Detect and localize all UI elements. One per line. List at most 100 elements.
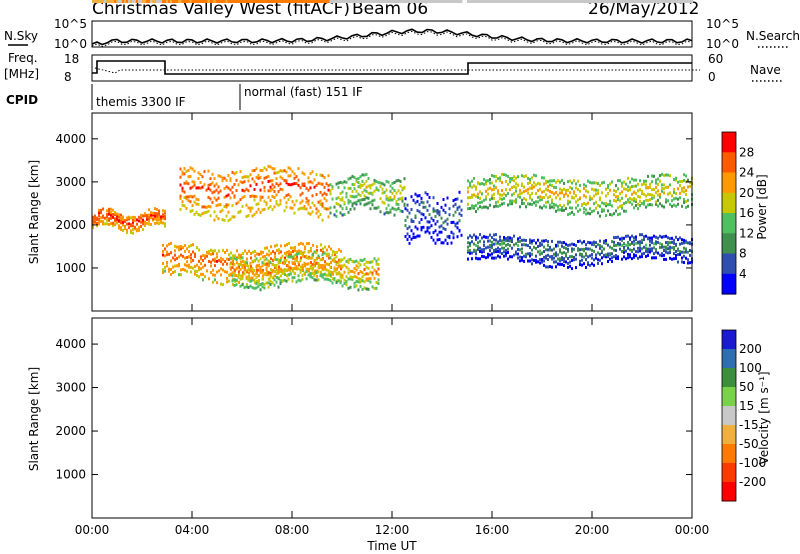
power-pixel xyxy=(140,224,142,228)
power-pixel xyxy=(545,201,547,205)
power-pixel xyxy=(292,267,294,271)
power-pixel xyxy=(299,201,302,205)
power-pixel xyxy=(673,191,675,194)
power-pixel xyxy=(194,255,196,258)
power-pixel xyxy=(633,243,635,247)
power-pixel xyxy=(589,180,591,184)
power-pixel xyxy=(251,259,254,263)
power-pixel xyxy=(224,270,226,274)
power-pixel xyxy=(505,248,507,252)
power-pixel xyxy=(266,246,268,250)
power-pixel xyxy=(214,259,216,263)
power-pixel xyxy=(329,279,332,283)
power-pixel xyxy=(240,256,242,259)
power-pixel xyxy=(503,197,505,200)
power-pixel xyxy=(357,261,360,265)
power-pixel xyxy=(176,264,178,268)
power-pixel xyxy=(416,199,419,203)
power-pixel xyxy=(501,181,503,185)
power-pixel xyxy=(214,249,216,253)
power-pixel xyxy=(621,238,623,242)
power-pixel xyxy=(575,266,577,270)
power-pixel xyxy=(233,263,236,267)
velocity-pixel xyxy=(377,0,380,3)
power-pixel xyxy=(529,241,531,245)
power-pixel xyxy=(679,191,681,195)
power-pixel xyxy=(683,250,685,254)
power-pixel xyxy=(495,179,497,183)
power-pixel xyxy=(201,175,204,179)
power-pixel xyxy=(649,236,651,240)
power-pixel xyxy=(389,196,392,199)
power-pixel xyxy=(627,246,629,250)
power-pixel xyxy=(255,210,258,214)
power-pixel xyxy=(513,175,515,179)
power-pixel xyxy=(263,207,266,211)
power-pixel xyxy=(631,202,633,206)
power-pixel xyxy=(529,259,531,263)
power-pixel xyxy=(210,252,212,256)
power-pixel xyxy=(353,187,356,191)
power-pixel xyxy=(195,186,198,190)
power-pixel xyxy=(531,239,533,243)
power-pixel xyxy=(641,255,643,259)
power-pixel xyxy=(617,179,619,183)
power-pixel xyxy=(545,205,547,209)
velocity-pixel xyxy=(337,0,340,3)
power-pixel xyxy=(393,195,396,199)
power-pixel xyxy=(251,194,254,198)
power-pixel xyxy=(279,199,282,203)
power-pixel xyxy=(353,267,356,270)
power-pixel xyxy=(247,206,250,210)
velocity-pixel xyxy=(168,0,170,3)
power-pixel xyxy=(329,211,332,215)
power-pixel xyxy=(316,249,318,252)
power-pixel xyxy=(663,253,665,257)
power-pixel xyxy=(635,192,637,196)
power-pixel xyxy=(237,275,240,279)
power-pixel xyxy=(537,238,539,242)
power-pixel xyxy=(533,181,535,185)
velocity-pixel xyxy=(335,0,338,3)
power-pixel xyxy=(513,234,515,238)
power-pixel xyxy=(335,281,338,284)
power-pixel xyxy=(513,192,515,196)
power-pixel xyxy=(467,179,469,183)
power-pixel xyxy=(355,194,358,198)
power-pixel xyxy=(253,259,256,263)
freq-panel-frame xyxy=(91,54,693,82)
colorbar-segment xyxy=(722,132,736,153)
power-pixel xyxy=(683,241,685,245)
power-pixel xyxy=(313,259,316,262)
power-pixel xyxy=(359,270,362,274)
power-pixel xyxy=(545,179,547,183)
power-pixel xyxy=(573,196,575,200)
power-pixel xyxy=(597,188,599,192)
power-pixel xyxy=(333,269,336,273)
velocity-pixel xyxy=(428,0,431,3)
power-pixel xyxy=(162,243,164,247)
power-pixel xyxy=(257,284,260,288)
power-pixel xyxy=(206,250,208,254)
power-pixel xyxy=(211,172,214,176)
power-pixel xyxy=(539,258,541,262)
power-pixel xyxy=(681,256,683,260)
power-pixel xyxy=(507,174,509,178)
power-pixel xyxy=(160,221,162,225)
velocity-pixel xyxy=(301,0,304,3)
power-pixel xyxy=(120,216,122,220)
power-pixel xyxy=(523,259,525,263)
power-pixel xyxy=(565,260,567,264)
power-pixel xyxy=(311,267,314,271)
power-pixel xyxy=(328,271,330,275)
power-pixel xyxy=(246,252,248,255)
power-pixel xyxy=(317,270,320,274)
power-pixel xyxy=(493,242,495,246)
power-pixel xyxy=(184,244,186,248)
power-pixel xyxy=(98,217,100,221)
power-pixel xyxy=(285,268,288,272)
power-pixel xyxy=(270,251,272,255)
power-pixel xyxy=(507,236,509,240)
power-pixel xyxy=(605,239,607,243)
power-pixel xyxy=(263,166,266,170)
